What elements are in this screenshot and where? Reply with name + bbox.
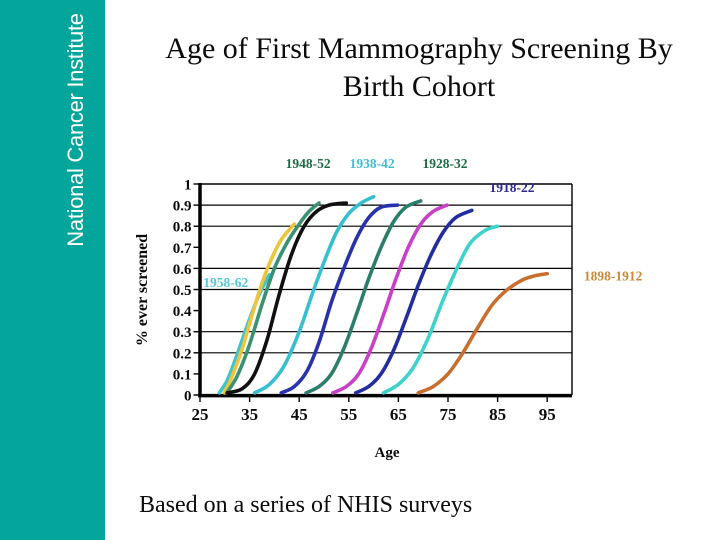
cohort-label-1928-32: 1928-32 <box>423 156 468 171</box>
y-tick-label: 0.9 <box>173 199 192 215</box>
curve-1948-52 <box>225 201 321 395</box>
nci-sidebar-text: National Cancer Institute <box>63 13 88 247</box>
page-title: Age of First Mammography Screening By Bi… <box>119 30 719 106</box>
x-tick-label: 55 <box>340 405 357 424</box>
y-tick-label: 0.3 <box>173 325 192 341</box>
curve-1938-42 <box>252 194 376 395</box>
x-tick-label: 35 <box>241 405 258 424</box>
y-tick-label: 0.5 <box>173 283 192 299</box>
y-tick-label: 0 <box>184 389 192 405</box>
x-tick-label: 45 <box>291 405 308 424</box>
nci-sidebar: National Cancer Institute <box>0 0 105 540</box>
y-tick-label: 0.6 <box>173 262 192 278</box>
y-axis-title: % ever screened <box>134 234 151 346</box>
x-tick-label: 75 <box>440 405 457 424</box>
curve-series-4 <box>225 201 349 395</box>
page-title-line2: Birth Cohort <box>342 70 496 103</box>
x-tick-label: 95 <box>539 405 556 424</box>
y-tick-label: 0.2 <box>173 346 192 362</box>
cohort-label-1938-42: 1938-42 <box>350 156 395 171</box>
curve-series-10 <box>381 224 500 395</box>
page-title-line1: Age of First Mammography Screening By <box>165 32 673 65</box>
x-tick-label: 65 <box>390 405 407 424</box>
cohort-screening-chart: 0 0.1 0.2 0.3 0.4 0.5 0.6 0.7 0.8 0.9 1 25 35 45 55 65 7… <box>134 156 643 461</box>
y-tick-label: 0.8 <box>173 220 192 236</box>
y-tick-label: 1 <box>184 178 192 194</box>
curve-series-2 <box>222 222 296 395</box>
cohort-label-1948-52: 1948-52 <box>286 156 331 171</box>
y-tick-label: 0.1 <box>173 367 192 383</box>
x-tick-label: 25 <box>192 405 209 424</box>
curve-series-6 <box>279 203 400 395</box>
cohort-label-1898-1912: 1898-1912 <box>584 268 643 283</box>
curve-1958-62 <box>217 272 272 395</box>
curve-series-8 <box>331 203 449 395</box>
cohort-label-1958-62: 1958-62 <box>203 275 248 290</box>
y-tick-label: 0.4 <box>173 304 192 320</box>
x-tick-label: 85 <box>489 405 506 424</box>
cohort-label-1918-22: 1918-22 <box>489 180 534 195</box>
curve-1898-1912 <box>416 271 549 395</box>
footer-note: Based on a series of NHIS surveys <box>139 492 473 518</box>
x-axis-title: Age <box>375 445 400 461</box>
curve-1918-22 <box>353 208 474 395</box>
curve-1928-32 <box>304 199 423 395</box>
y-tick-label: 0.7 <box>173 241 192 257</box>
